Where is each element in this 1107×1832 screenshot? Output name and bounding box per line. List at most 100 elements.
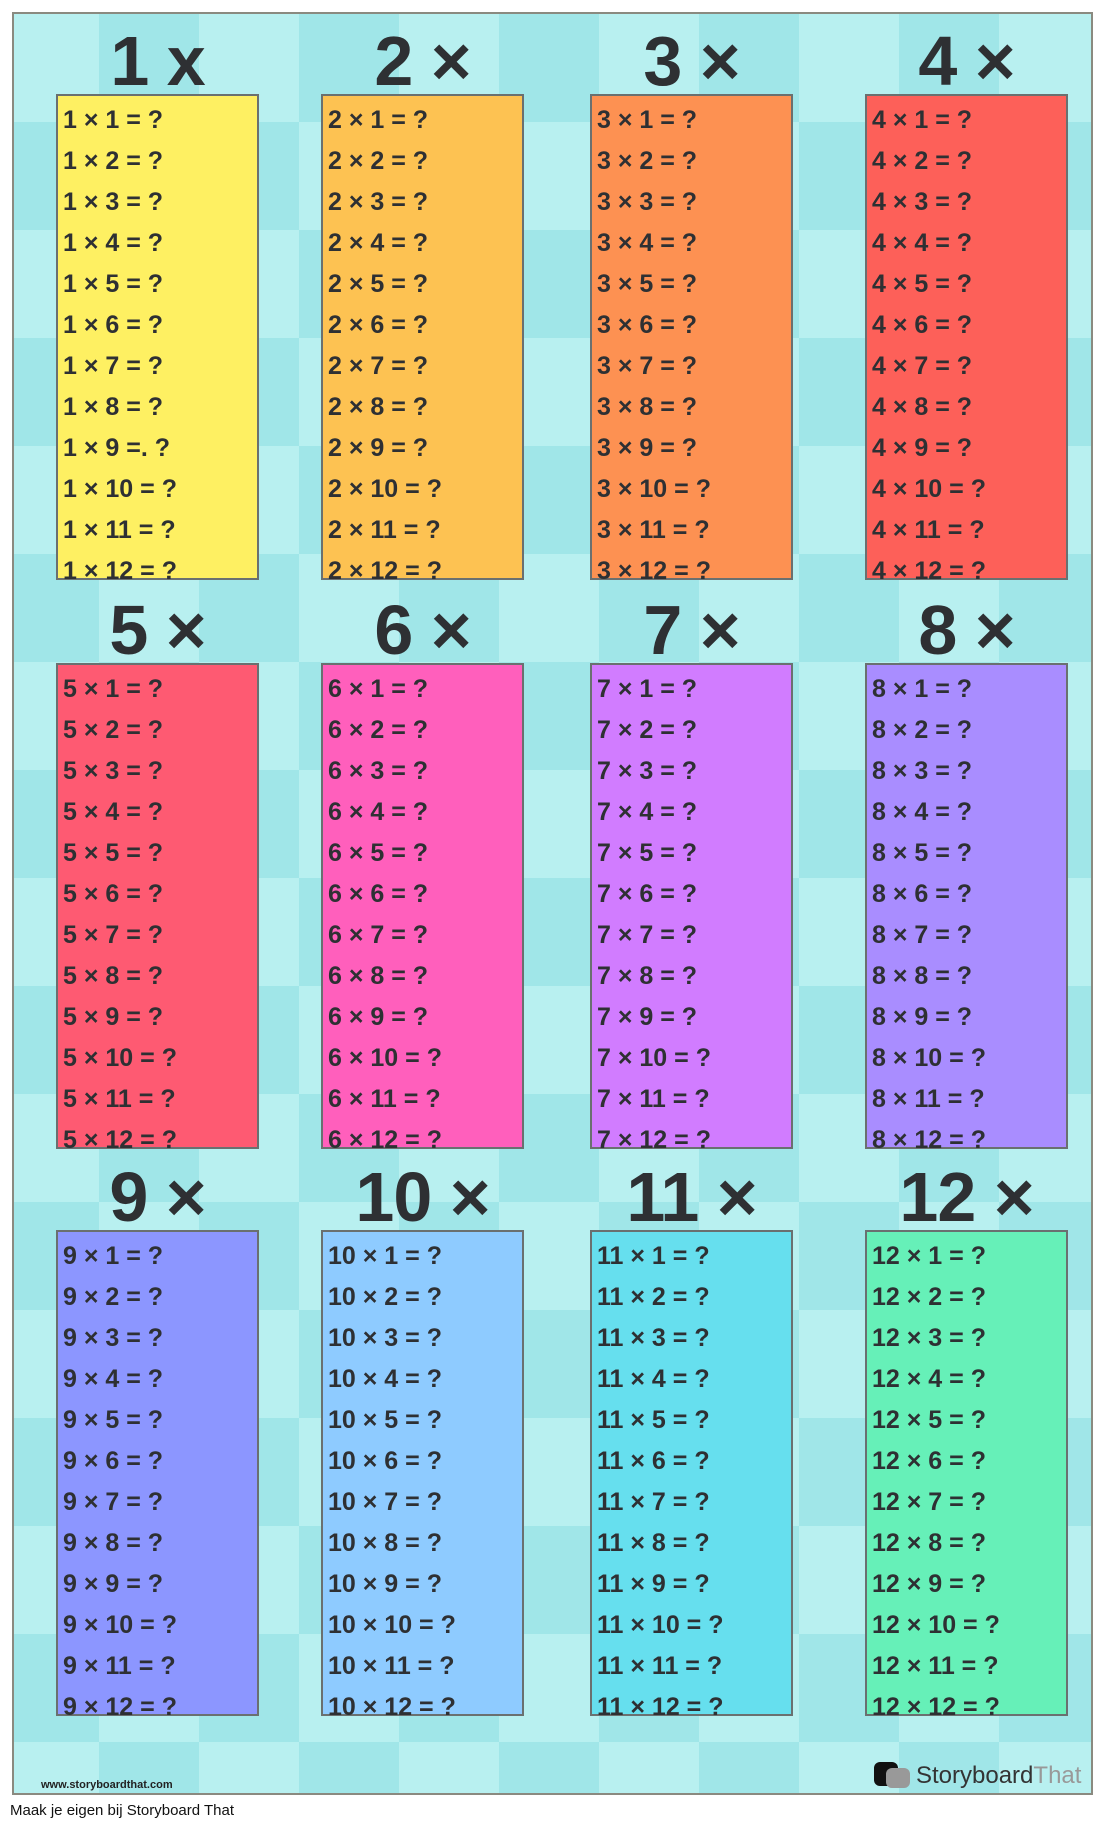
equation-row: 4 × 11 = ? bbox=[872, 516, 985, 544]
table-box: 11 × 1 = ? 11 × 2 = ? 11 × 3 = ? 11 × 4 = ?… bbox=[590, 1230, 793, 1721]
equation-row: 3 × 9 = ? bbox=[597, 434, 698, 462]
equation-row: 6 × 4 = ? bbox=[328, 798, 429, 826]
table-header: 8 × bbox=[918, 591, 1015, 669]
equation-row: 3 × 4 = ? bbox=[597, 229, 698, 257]
equation-row: 10 × 2 = ? bbox=[328, 1283, 442, 1311]
equation-row: 10 × 6 = ? bbox=[328, 1447, 442, 1475]
equation-row: 11 × 6 = ? bbox=[597, 1447, 710, 1475]
equation-row: 5 × 8 = ? bbox=[63, 962, 164, 990]
equation-row: 4 × 2 = ? bbox=[872, 147, 973, 175]
equation-row: 10 × 1 = ? bbox=[328, 1242, 442, 1270]
equation-row: 2 × 1 = ? bbox=[328, 106, 429, 134]
equation-row: 5 × 2 = ? bbox=[63, 716, 164, 744]
equation-row: 5 × 10 = ? bbox=[63, 1044, 177, 1072]
caption-link[interactable]: Maak je eigen bij Storyboard That bbox=[10, 1802, 235, 1819]
equation-row: 4 × 9 = ? bbox=[872, 434, 973, 462]
table-header: 5 × bbox=[109, 591, 206, 669]
equation-row: 11 × 10 = ? bbox=[597, 1611, 724, 1639]
equation-row: 8 × 12 = ? bbox=[872, 1126, 986, 1154]
equation-row: 6 × 9 = ? bbox=[328, 1003, 429, 1031]
equation-row: 8 × 7 = ? bbox=[872, 921, 973, 949]
equation-row: 12 × 3 = ? bbox=[872, 1324, 986, 1352]
equation-row: 3 × 2 = ? bbox=[597, 147, 698, 175]
equation-row: 1 × 7 = ? bbox=[63, 352, 164, 380]
equation-row: 9 × 4 = ? bbox=[63, 1365, 164, 1393]
equation-row: 3 × 1 = ? bbox=[597, 106, 698, 134]
equation-row: 1 × 1 = ? bbox=[63, 106, 164, 134]
table-header: 2 × bbox=[374, 22, 471, 100]
equation-row: 7 × 9 = ? bbox=[597, 1003, 698, 1031]
equation-row: 7 × 10 = ? bbox=[597, 1044, 711, 1072]
equation-row: 6 × 10 = ? bbox=[328, 1044, 442, 1072]
equation-row: 12 × 11 = ? bbox=[872, 1652, 999, 1680]
table-header: 7 × bbox=[643, 591, 740, 669]
equation-row: 8 × 8 = ? bbox=[872, 962, 973, 990]
equation-row: 9 × 6 = ? bbox=[63, 1447, 164, 1475]
equation-row: 3 × 8 = ? bbox=[597, 393, 698, 421]
equation-row: 8 × 10 = ? bbox=[872, 1044, 986, 1072]
equation-row: 2 × 6 = ? bbox=[328, 311, 429, 339]
equation-row: 5 × 5 = ? bbox=[63, 839, 164, 867]
equation-row: 5 × 3 = ? bbox=[63, 757, 164, 785]
equation-row: 7 × 12 = ? bbox=[597, 1126, 711, 1154]
table-header: 11 × bbox=[626, 1158, 757, 1236]
equation-row: 6 × 1 = ? bbox=[328, 675, 429, 703]
equation-row: 6 × 2 = ? bbox=[328, 716, 429, 744]
equation-row: 1 × 3 = ? bbox=[63, 188, 164, 216]
table-header: 10 × bbox=[355, 1158, 490, 1236]
equation-row: 11 × 3 = ? bbox=[597, 1324, 710, 1352]
equation-row: 10 × 8 = ? bbox=[328, 1529, 442, 1557]
equation-row: 3 × 11 = ? bbox=[597, 516, 710, 544]
equation-row: 6 × 6 = ? bbox=[328, 880, 429, 908]
equation-row: 9 × 2 = ? bbox=[63, 1283, 164, 1311]
equation-row: 3 × 7 = ? bbox=[597, 352, 698, 380]
table-header: 12 × bbox=[899, 1158, 1034, 1236]
equation-row: 5 × 7 = ? bbox=[63, 921, 164, 949]
equation-row: 2 × 11 = ? bbox=[328, 516, 441, 544]
website-url: www.storyboardthat.com bbox=[41, 1779, 173, 1791]
equation-row: 9 × 11 = ? bbox=[63, 1652, 176, 1680]
equation-row: 2 × 5 = ? bbox=[328, 270, 429, 298]
equation-row: 1 × 5 = ? bbox=[63, 270, 164, 298]
equation-row: 7 × 1 = ? bbox=[597, 675, 698, 703]
equation-row: 11 × 1 = ? bbox=[597, 1242, 710, 1270]
equation-row: 4 × 7 = ? bbox=[872, 352, 973, 380]
equation-row: 12 × 6 = ? bbox=[872, 1447, 986, 1475]
equation-row: 9 × 8 = ? bbox=[63, 1529, 164, 1557]
equation-row: 9 × 5 = ? bbox=[63, 1406, 164, 1434]
equation-row: 12 × 8 = ? bbox=[872, 1529, 986, 1557]
table-box: 9 × 1 = ? 9 × 2 = ? 9 × 3 = ? 9 × 4 = ? 9 × … bbox=[56, 1230, 259, 1721]
equation-row: 2 × 7 = ? bbox=[328, 352, 429, 380]
equation-row: 1 × 4 = ? bbox=[63, 229, 164, 257]
equation-row: 6 × 3 = ? bbox=[328, 757, 429, 785]
equation-row: 5 × 12 = ? bbox=[63, 1126, 177, 1154]
equation-row: 9 × 3 = ? bbox=[63, 1324, 164, 1352]
table-box: 3 × 1 = ? 3 × 2 = ? 3 × 3 = ? 3 × 4 = ? 3 × … bbox=[590, 94, 793, 585]
table-box: 6 × 1 = ? 6 × 2 = ? 6 × 3 = ? 6 × 4 = ? 6 × … bbox=[321, 663, 524, 1154]
equation-row: 10 × 10 = ? bbox=[328, 1611, 456, 1639]
equation-row: 12 × 12 = ? bbox=[872, 1693, 1000, 1721]
equation-row: 3 × 10 = ? bbox=[597, 475, 711, 503]
equation-row: 3 × 6 = ? bbox=[597, 311, 698, 339]
equation-row: 2 × 12 = ? bbox=[328, 557, 442, 585]
equation-row: 11 × 9 = ? bbox=[597, 1570, 710, 1598]
equation-row: 11 × 12 = ? bbox=[597, 1693, 724, 1721]
equation-row: 7 × 8 = ? bbox=[597, 962, 698, 990]
table-header: 9 × bbox=[109, 1158, 206, 1236]
table-box: 4 × 1 = ? 4 × 2 = ? 4 × 3 = ? 4 × 4 = ? 4 × … bbox=[865, 94, 1068, 585]
equation-row: 8 × 4 = ? bbox=[872, 798, 973, 826]
table-box: 1 × 1 = ? 1 × 2 = ? 1 × 3 = ? 1 × 4 = ? 1 × … bbox=[56, 94, 259, 585]
equation-row: 7 × 7 = ? bbox=[597, 921, 698, 949]
equation-row: 4 × 6 = ? bbox=[872, 311, 973, 339]
equation-row: 10 × 5 = ? bbox=[328, 1406, 442, 1434]
equation-row: 1 × 11 = ? bbox=[63, 516, 176, 544]
equation-row: 4 × 12 = ? bbox=[872, 557, 986, 585]
equation-row: 7 × 3 = ? bbox=[597, 757, 698, 785]
equation-row: 8 × 6 = ? bbox=[872, 880, 973, 908]
storyboardthat-logo: Storyboard That bbox=[874, 1762, 1081, 1790]
equation-row: 12 × 7 = ? bbox=[872, 1488, 986, 1516]
equation-row: 4 × 3 = ? bbox=[872, 188, 973, 216]
equation-row: 2 × 4 = ? bbox=[328, 229, 429, 257]
equation-row: 8 × 1 = ? bbox=[872, 675, 973, 703]
equation-row: 3 × 12 = ? bbox=[597, 557, 711, 585]
